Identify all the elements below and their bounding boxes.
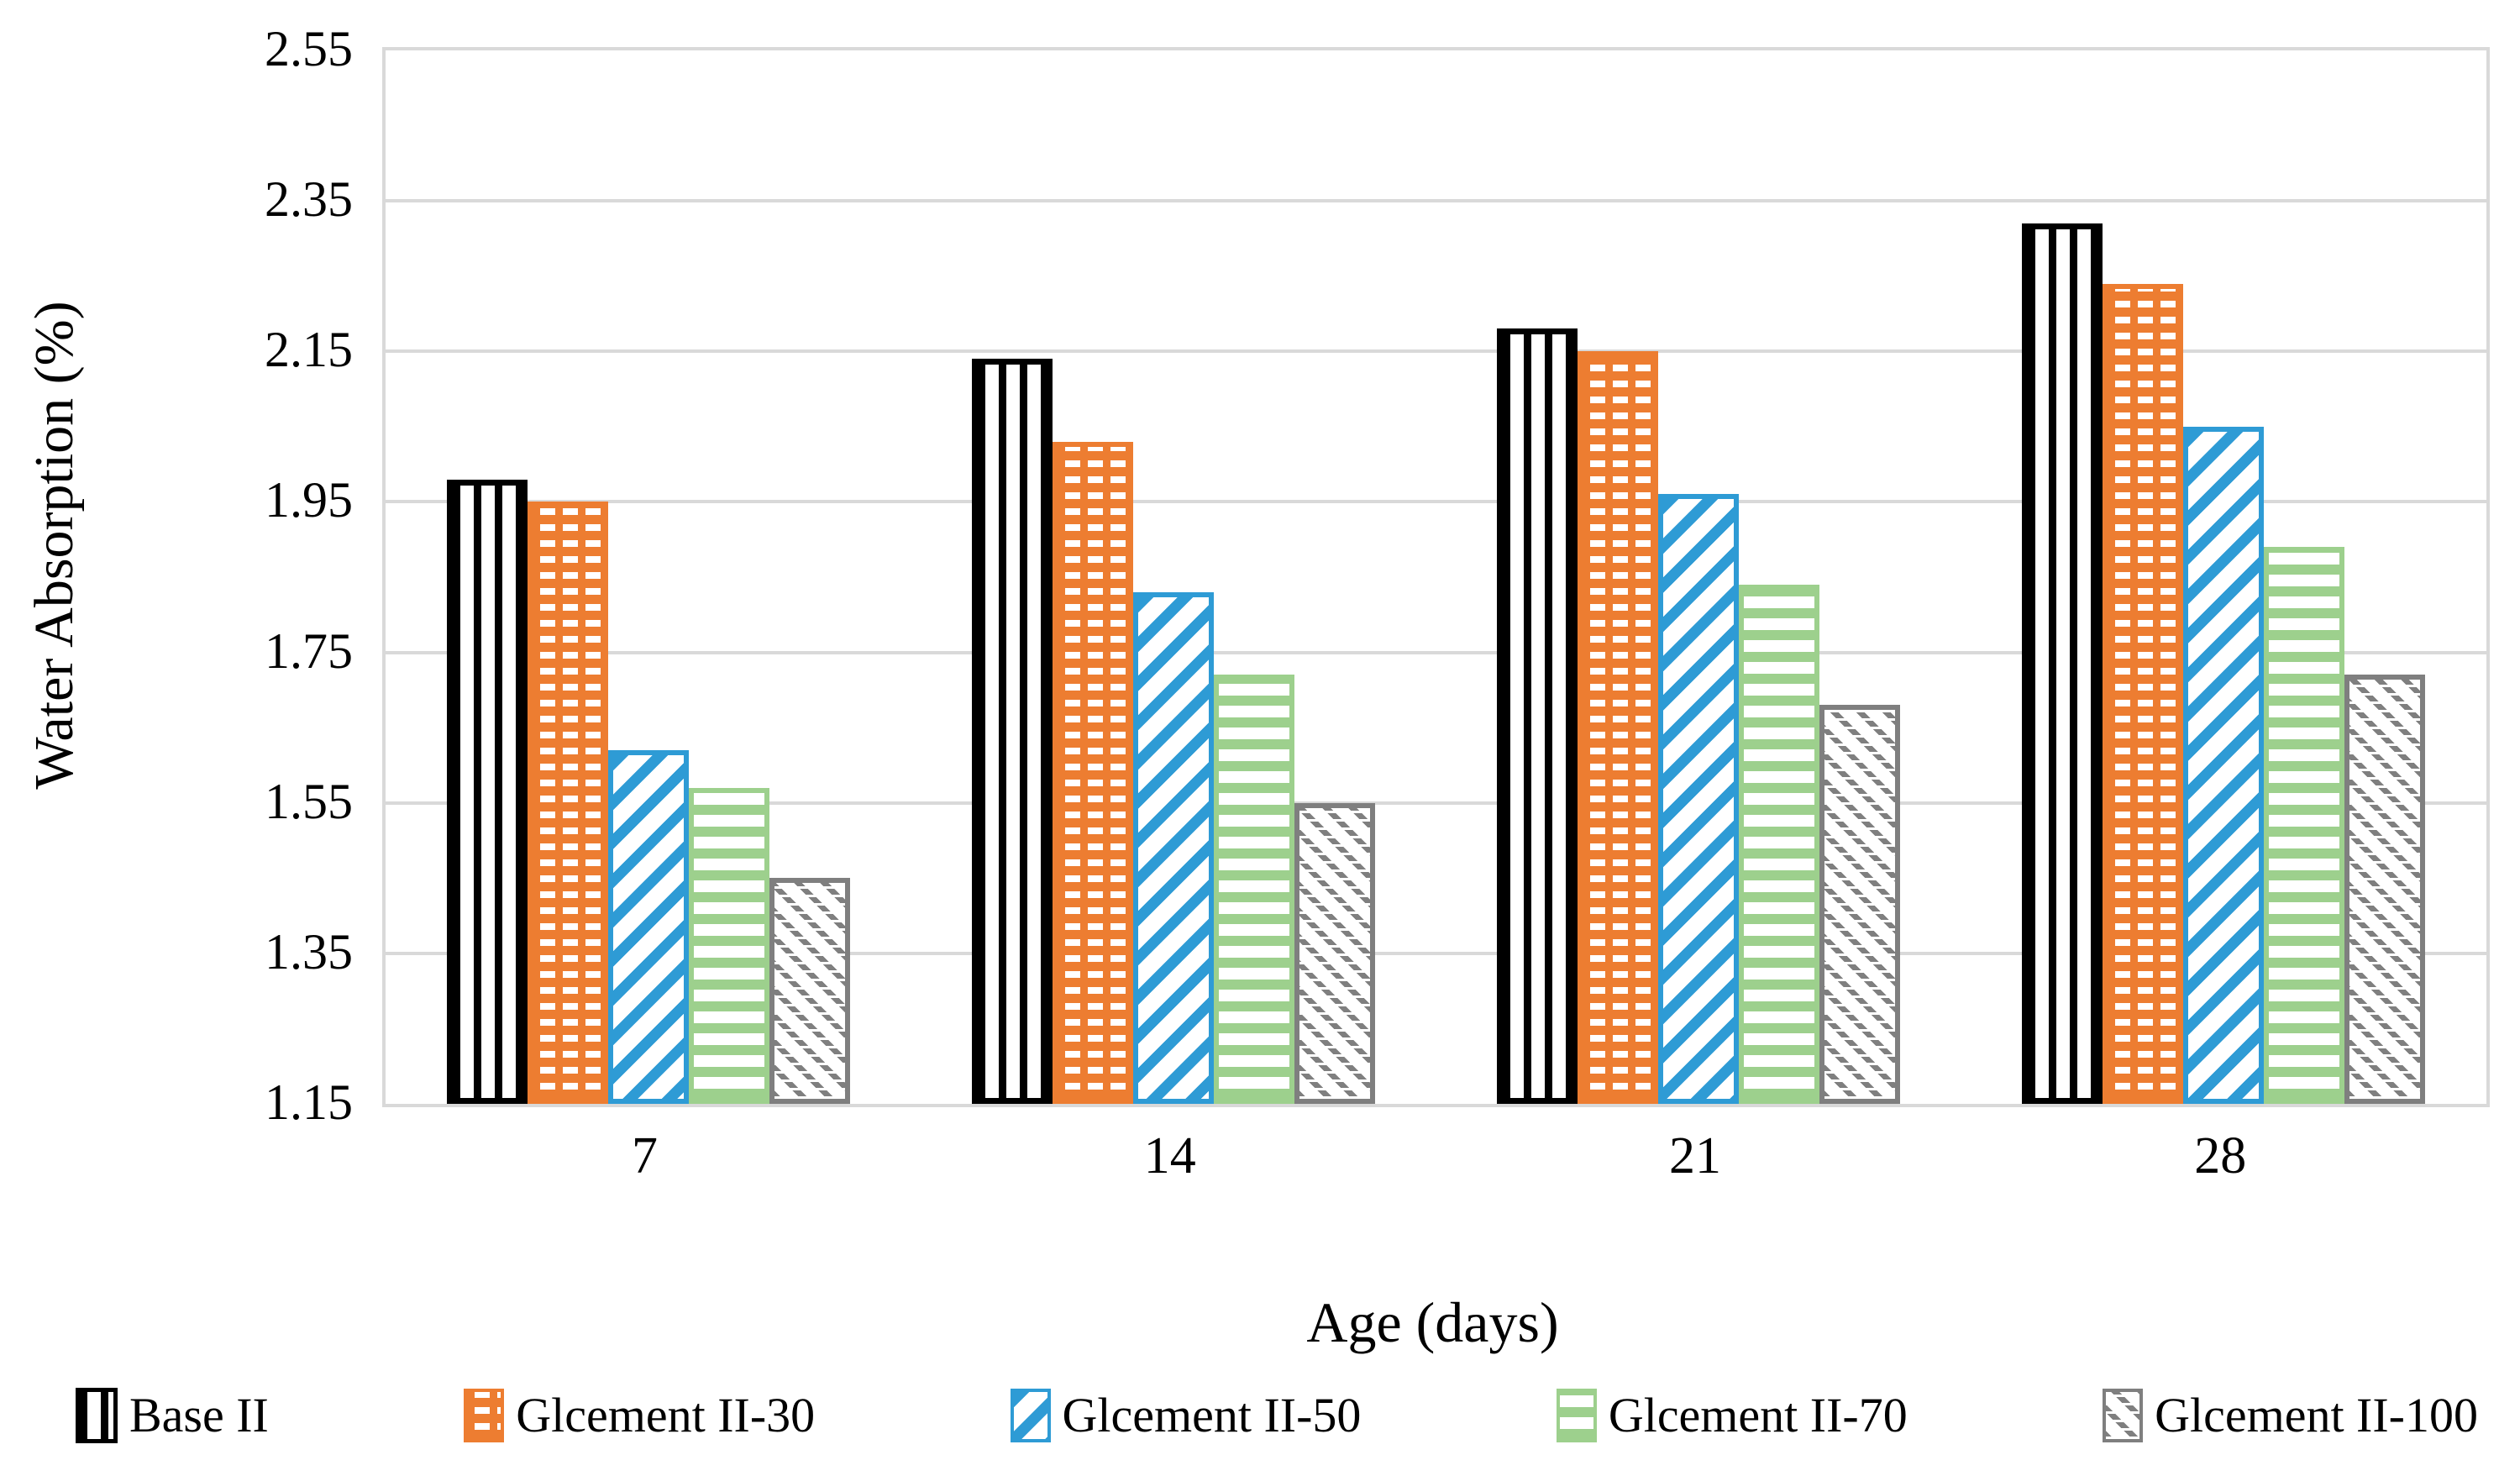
bar-glcement-ii-30-day28 — [2103, 283, 2184, 1104]
bar-glcement-ii-30-day14 — [1052, 441, 1133, 1104]
legend-item-glcement-ii-100: Glcement II-100 — [2103, 1389, 2478, 1442]
bar-glcement-ii-100-day7 — [769, 878, 850, 1104]
bar-group-21 — [1436, 50, 1961, 1104]
legend-item-glcement-ii-30: Glcement II-30 — [464, 1389, 815, 1442]
bar-base-ii-day28 — [2022, 223, 2103, 1104]
x-tick-label: 7 — [632, 1127, 658, 1184]
legend-label: Glcement II-70 — [1608, 1388, 1908, 1442]
diagonal-down-dotted-swatch-icon — [2103, 1389, 2144, 1442]
diagonal-up-stripes-swatch-icon — [1010, 1389, 1051, 1442]
y-tick-label: 2.55 — [265, 21, 353, 76]
gridline — [386, 951, 2486, 955]
gridline — [386, 650, 2486, 654]
gridline — [386, 199, 2486, 203]
dashed-brick-swatch-icon — [464, 1389, 505, 1442]
horizontal-stripes-swatch-icon — [1556, 1389, 1597, 1442]
bar-glcement-ii-50-day28 — [2183, 426, 2265, 1104]
bar-glcement-ii-50-day7 — [607, 750, 689, 1104]
y-tick-label: 2.35 — [265, 171, 353, 228]
gridline — [386, 801, 2486, 805]
vertical-stripes-swatch-icon — [76, 1388, 118, 1443]
legend-label: Glcement II-30 — [516, 1388, 816, 1442]
y-axis-title: Water Absorption (%) — [24, 301, 85, 790]
gridline — [386, 349, 2486, 354]
bar-glcement-ii-30-day21 — [1578, 351, 1659, 1104]
bar-glcement-ii-100-day28 — [2344, 675, 2426, 1104]
y-tick-label: 1.55 — [265, 773, 353, 829]
bar-group-7 — [386, 50, 911, 1104]
bar-glcement-ii-70-day28 — [2264, 547, 2345, 1104]
bar-glcement-ii-50-day14 — [1132, 591, 1214, 1104]
legend-item-base-ii: Base II — [76, 1388, 269, 1443]
legend-label: Glcement II-100 — [2155, 1388, 2478, 1442]
y-tick-label: 1.35 — [265, 923, 353, 980]
plot-area — [382, 47, 2490, 1107]
legend: Base II Glcement II-30 Glcement II-50 Glcem… — [76, 1388, 2478, 1443]
bar-base-ii-day7 — [446, 479, 528, 1104]
legend-label: Base II — [129, 1388, 269, 1442]
x-tick-label: 21 — [1669, 1127, 1721, 1184]
x-tick-label: 14 — [1143, 1127, 1196, 1184]
bar-glcement-ii-30-day7 — [527, 502, 608, 1104]
bar-group-14 — [911, 50, 1436, 1104]
y-tick-label: 1.15 — [265, 1074, 353, 1130]
bar-group-28 — [1961, 50, 2486, 1104]
bar-glcement-ii-100-day14 — [1294, 802, 1375, 1104]
bar-glcement-ii-100-day21 — [1819, 705, 1901, 1104]
bar-glcement-ii-70-day14 — [1213, 675, 1294, 1104]
legend-item-glcement-ii-50: Glcement II-50 — [1010, 1388, 1362, 1442]
bar-glcement-ii-70-day21 — [1739, 584, 1820, 1104]
bar-base-ii-day21 — [1497, 328, 1578, 1104]
legend-item-glcement-ii-70: Glcement II-70 — [1556, 1388, 1908, 1442]
bar-glcement-ii-70-day7 — [688, 787, 769, 1104]
y-tick-label: 2.15 — [265, 322, 353, 378]
x-axis-title: Age (days) — [1306, 1290, 1559, 1354]
bar-base-ii-day14 — [971, 359, 1053, 1104]
x-tick-label: 28 — [2194, 1127, 2247, 1184]
y-tick-label: 1.75 — [265, 622, 353, 679]
legend-label: Glcement II-50 — [1062, 1388, 1362, 1442]
y-tick-label: 1.95 — [265, 472, 353, 528]
gridline — [386, 500, 2486, 504]
bar-glcement-ii-50-day21 — [1658, 494, 1740, 1104]
